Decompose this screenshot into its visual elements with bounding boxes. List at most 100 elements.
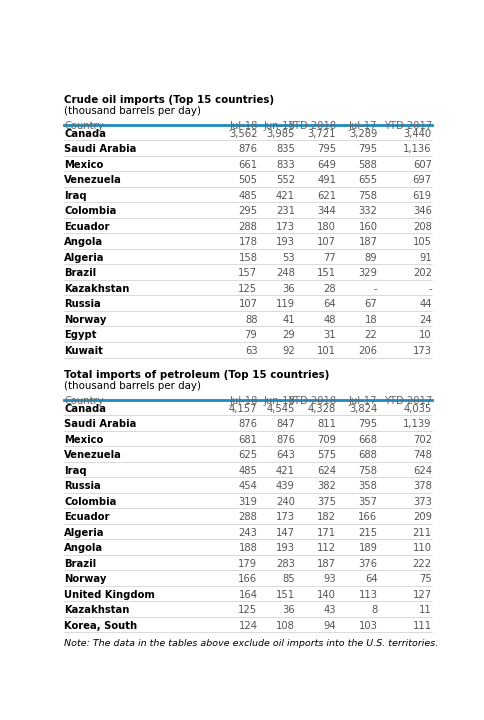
Text: Algeria: Algeria <box>64 528 105 538</box>
Text: 697: 697 <box>413 175 432 185</box>
Text: Angola: Angola <box>64 237 104 247</box>
Text: 283: 283 <box>276 559 295 569</box>
Text: 876: 876 <box>239 144 257 154</box>
Text: 94: 94 <box>324 621 336 631</box>
Text: 4,545: 4,545 <box>267 403 295 413</box>
Text: 231: 231 <box>276 206 295 216</box>
Text: 202: 202 <box>413 269 432 278</box>
Text: 222: 222 <box>413 559 432 569</box>
Text: Russia: Russia <box>64 481 101 491</box>
Text: 166: 166 <box>238 575 257 584</box>
Text: 319: 319 <box>239 497 257 507</box>
Text: 288: 288 <box>239 222 257 232</box>
Text: 64: 64 <box>365 575 378 584</box>
Text: 243: 243 <box>239 528 257 538</box>
Text: Korea, South: Korea, South <box>64 621 137 631</box>
Text: 164: 164 <box>239 590 257 600</box>
Text: Saudi Arabia: Saudi Arabia <box>64 144 136 154</box>
Text: 382: 382 <box>318 481 336 491</box>
Text: 876: 876 <box>276 435 295 444</box>
Text: Brazil: Brazil <box>64 559 96 569</box>
Text: Venezuela: Venezuela <box>64 450 122 460</box>
Text: 357: 357 <box>359 497 378 507</box>
Text: 748: 748 <box>413 450 432 460</box>
Text: 193: 193 <box>276 543 295 553</box>
Text: 295: 295 <box>238 206 257 216</box>
Text: Country: Country <box>64 121 104 131</box>
Text: 107: 107 <box>317 237 336 247</box>
Text: 64: 64 <box>324 300 336 310</box>
Text: 248: 248 <box>276 269 295 278</box>
Text: 421: 421 <box>276 191 295 201</box>
Text: 624: 624 <box>317 466 336 476</box>
Text: 85: 85 <box>282 575 295 584</box>
Text: 101: 101 <box>317 346 336 356</box>
Text: Ecuador: Ecuador <box>64 512 110 522</box>
Text: 178: 178 <box>239 237 257 247</box>
Text: 29: 29 <box>282 330 295 341</box>
Text: 92: 92 <box>282 346 295 356</box>
Text: 588: 588 <box>359 160 378 170</box>
Text: 147: 147 <box>276 528 295 538</box>
Text: 552: 552 <box>276 175 295 185</box>
Text: Jun-18: Jun-18 <box>263 121 295 131</box>
Text: 44: 44 <box>419 300 432 310</box>
Text: 619: 619 <box>413 191 432 201</box>
Text: 173: 173 <box>413 346 432 356</box>
Text: 758: 758 <box>359 466 378 476</box>
Text: 575: 575 <box>317 450 336 460</box>
Text: 3,440: 3,440 <box>404 129 432 138</box>
Text: 22: 22 <box>365 330 378 341</box>
Text: Total imports of petroleum (Top 15 countries): Total imports of petroleum (Top 15 count… <box>64 369 330 379</box>
Text: 485: 485 <box>239 466 257 476</box>
Text: 795: 795 <box>358 144 378 154</box>
Text: 4,157: 4,157 <box>229 403 257 413</box>
Text: 876: 876 <box>239 419 257 429</box>
Text: 1,136: 1,136 <box>403 144 432 154</box>
Text: 110: 110 <box>413 543 432 553</box>
Text: 209: 209 <box>413 512 432 522</box>
Text: 31: 31 <box>324 330 336 341</box>
Text: Canada: Canada <box>64 129 106 138</box>
Text: 373: 373 <box>413 497 432 507</box>
Text: 378: 378 <box>413 481 432 491</box>
Text: 93: 93 <box>324 575 336 584</box>
Text: 180: 180 <box>318 222 336 232</box>
Text: 171: 171 <box>317 528 336 538</box>
Text: Russia: Russia <box>64 300 101 310</box>
Text: 111: 111 <box>413 621 432 631</box>
Text: 621: 621 <box>317 191 336 201</box>
Text: 79: 79 <box>245 330 257 341</box>
Text: Jun-18: Jun-18 <box>263 396 295 406</box>
Text: 187: 187 <box>359 237 378 247</box>
Text: Kazakhstan: Kazakhstan <box>64 284 130 294</box>
Text: 358: 358 <box>359 481 378 491</box>
Text: Algeria: Algeria <box>64 253 105 263</box>
Text: 649: 649 <box>317 160 336 170</box>
Text: 702: 702 <box>413 435 432 444</box>
Text: 375: 375 <box>317 497 336 507</box>
Text: Mexico: Mexico <box>64 160 104 170</box>
Text: Jul-17: Jul-17 <box>349 396 378 406</box>
Text: (thousand barrels per day): (thousand barrels per day) <box>64 107 201 117</box>
Text: 485: 485 <box>239 191 257 201</box>
Text: 376: 376 <box>359 559 378 569</box>
Text: Norway: Norway <box>64 575 106 584</box>
Text: 107: 107 <box>239 300 257 310</box>
Text: 43: 43 <box>324 606 336 616</box>
Text: Brazil: Brazil <box>64 269 96 278</box>
Text: 688: 688 <box>359 450 378 460</box>
Text: 3,721: 3,721 <box>308 129 336 138</box>
Text: 847: 847 <box>276 419 295 429</box>
Text: 344: 344 <box>318 206 336 216</box>
Text: Mexico: Mexico <box>64 435 104 444</box>
Text: 346: 346 <box>413 206 432 216</box>
Text: 28: 28 <box>324 284 336 294</box>
Text: 208: 208 <box>413 222 432 232</box>
Text: 173: 173 <box>276 222 295 232</box>
Text: Kuwait: Kuwait <box>64 346 103 356</box>
Text: 108: 108 <box>276 621 295 631</box>
Text: 758: 758 <box>359 191 378 201</box>
Text: 75: 75 <box>419 575 432 584</box>
Text: 88: 88 <box>245 315 257 325</box>
